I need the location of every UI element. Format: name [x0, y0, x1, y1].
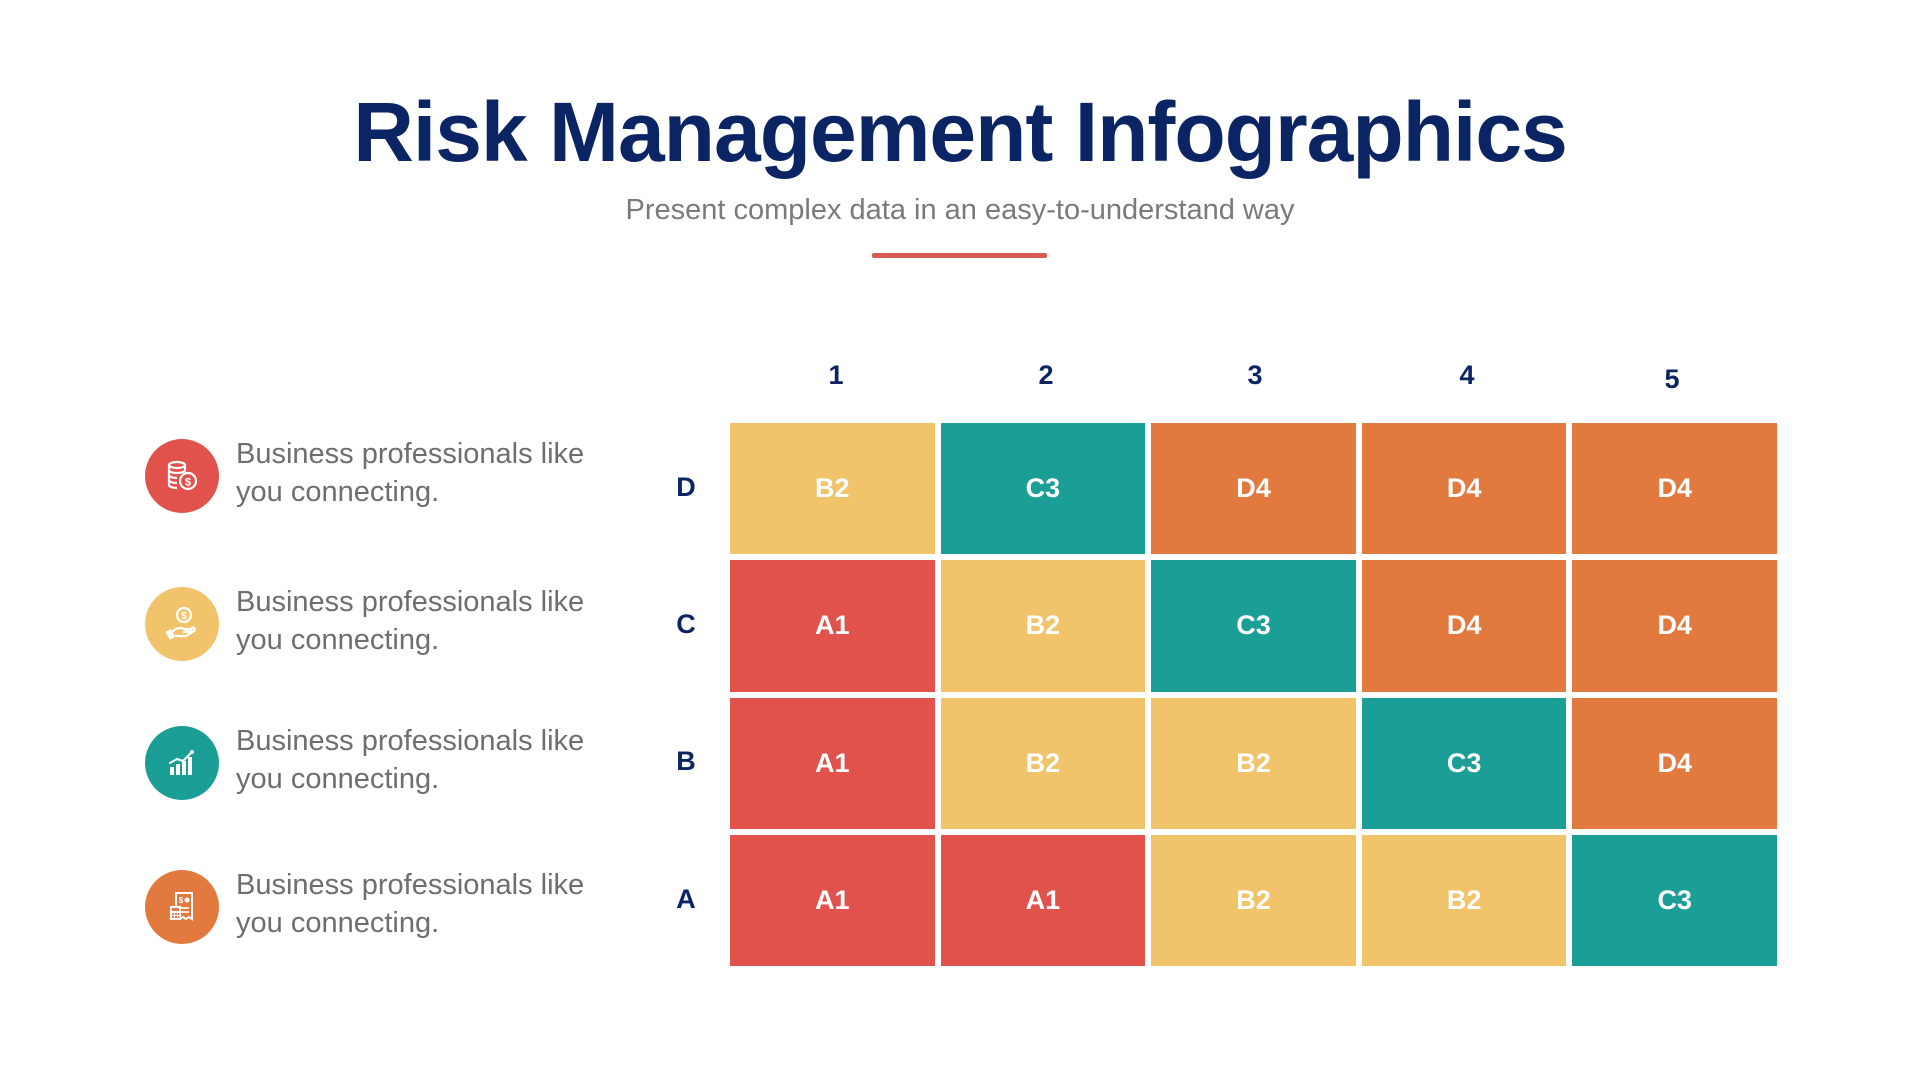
legend-text: Business professionals like you connecti… [236, 869, 585, 939]
page-title: Risk Management Infographics [353, 85, 1568, 179]
legend-item: $ Business professionals like you connec… [140, 585, 620, 665]
column-header-2: 2 [1038, 360, 1054, 390]
row-header-a: A [676, 884, 696, 914]
matrix-cell: B2 [940, 697, 1146, 829]
legend-item: Business professionals like you connecti… [140, 724, 620, 804]
matrix-cell: C3 [1361, 697, 1567, 829]
legend-item: $ Business professionals like you connec… [140, 437, 620, 517]
matrix-cell: D4 [1361, 423, 1567, 555]
row-header-b: B [676, 746, 696, 776]
matrix-cell: C3 [940, 423, 1146, 555]
legend-text: Business professionals like you connecti… [236, 725, 585, 795]
svg-text:$: $ [179, 896, 184, 905]
column-header-4: 4 [1459, 360, 1475, 390]
hand-coin-icon: $ [145, 587, 219, 661]
risk-matrix: B2 C3 D4 D4 D4 A1 B2 C3 D4 D4 A1 B2 B2 C… [730, 423, 1777, 966]
column-header-5: 5 [1664, 364, 1680, 394]
svg-text:$: $ [185, 477, 191, 489]
matrix-cell: A1 [730, 834, 935, 966]
matrix-cell: B2 [1361, 834, 1567, 966]
matrix-cell: A1 [730, 560, 935, 692]
column-header-1: 1 [828, 360, 844, 390]
row-header-d: D [676, 472, 696, 502]
matrix-cell: D4 [1572, 697, 1777, 829]
matrix-cell: B2 [940, 560, 1146, 692]
legend-text: Business professionals like you connecti… [236, 438, 585, 508]
column-header-3: 3 [1247, 360, 1263, 390]
coins-dollar-icon: $ [145, 439, 219, 513]
matrix-cell: C3 [1572, 834, 1777, 966]
matrix-cell: A1 [940, 834, 1146, 966]
growth-chart-icon [145, 726, 219, 800]
invoice-calculator-icon: $ [145, 870, 219, 944]
matrix-cell: C3 [1151, 560, 1356, 692]
matrix-cell: B2 [730, 423, 935, 555]
matrix-cell: D4 [1151, 423, 1356, 555]
matrix-cell: A1 [730, 697, 935, 829]
row-header-c: C [676, 609, 696, 639]
matrix-cell: B2 [1151, 697, 1356, 829]
matrix-cell: D4 [1361, 560, 1567, 692]
title-divider [872, 253, 1047, 258]
matrix-cell: B2 [1151, 834, 1356, 966]
matrix-cell: D4 [1572, 423, 1777, 555]
svg-text:$: $ [181, 611, 187, 622]
matrix-cell: D4 [1572, 560, 1777, 692]
page-subtitle: Present complex data in an easy-to-under… [625, 194, 1295, 226]
legend-item: $ Business professionals like you connec… [140, 868, 620, 948]
legend-text: Business professionals like you connecti… [236, 586, 585, 656]
